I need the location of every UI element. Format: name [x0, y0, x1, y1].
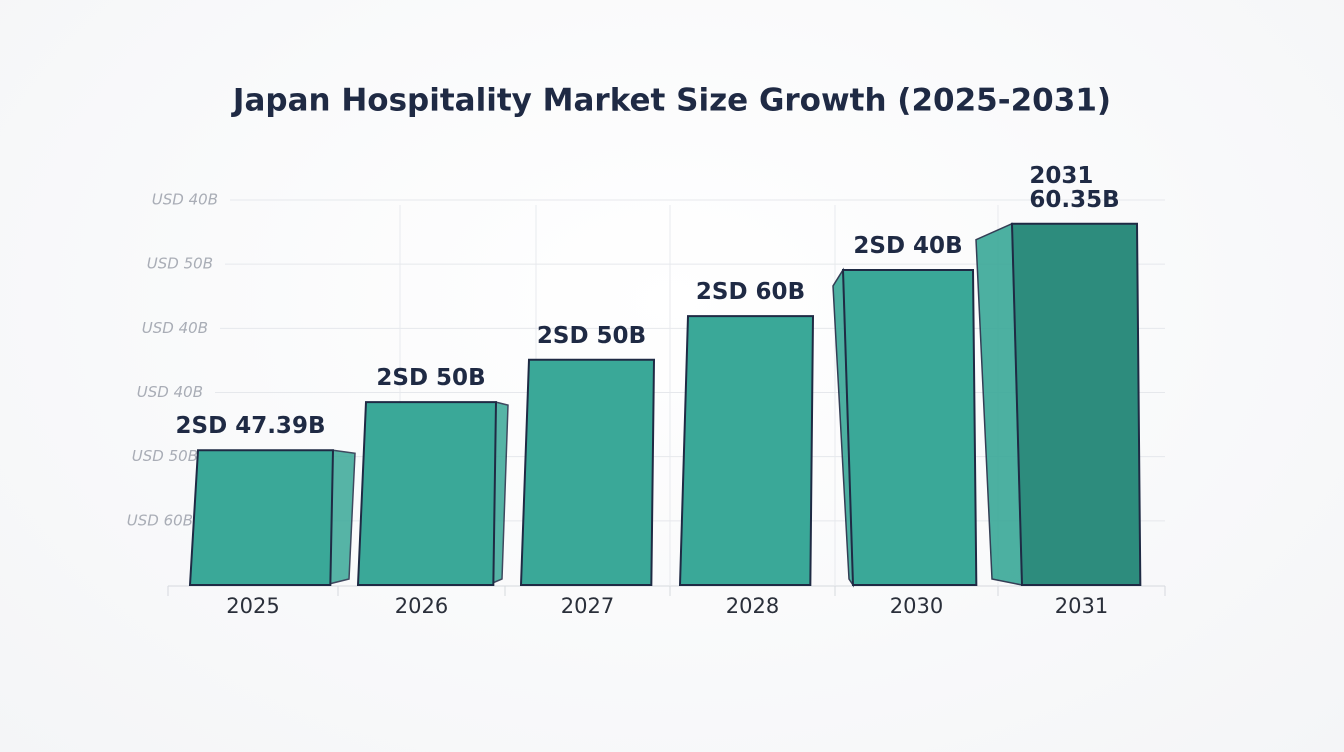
x-tick-label: 2030 — [890, 594, 943, 618]
data-label: 2SD 40B — [853, 232, 963, 259]
data-label: 2031 60.35B — [1029, 162, 1120, 213]
data-label: 2SD 50B — [536, 322, 647, 349]
bar — [678, 315, 815, 586]
data-label: 2SD 60B — [695, 279, 806, 306]
y-tick-label: USD 50B — [147, 255, 213, 273]
bar — [519, 358, 656, 586]
x-tick-label: 2028 — [726, 594, 779, 618]
bar — [841, 268, 978, 586]
y-tick-label: USD 40B — [152, 191, 218, 209]
y-tick-label: USD 40B — [142, 319, 208, 337]
bar — [356, 401, 498, 586]
bar — [188, 449, 335, 586]
x-tick-label: 2031 — [1055, 594, 1108, 618]
x-tick-label: 2027 — [561, 594, 614, 618]
baseline — [167, 585, 1166, 596]
x-tick-label: 2025 — [226, 594, 279, 618]
bar — [1010, 222, 1142, 586]
y-tick-label: USD 50B — [132, 447, 198, 465]
y-tick-label: USD 40B — [137, 383, 203, 401]
x-tick-label: 2026 — [395, 594, 448, 618]
y-tick-label: USD 60B — [127, 511, 193, 529]
data-label: 2SD 50B — [376, 365, 486, 392]
data-label: 2SD 47.39B — [175, 413, 326, 440]
chart-title: Japan Hospitality Market Size Growth (20… — [231, 83, 1111, 119]
